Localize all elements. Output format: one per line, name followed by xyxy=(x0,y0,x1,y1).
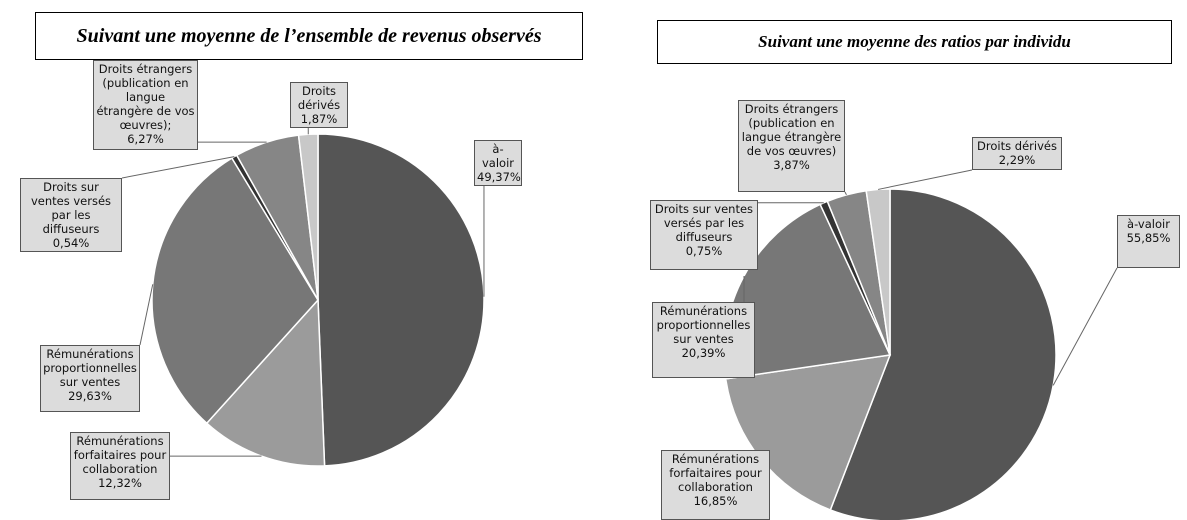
data-label: Rémunérations proportionnelles sur vente… xyxy=(40,345,140,412)
leader-line xyxy=(139,284,154,346)
value-label: 1,87% xyxy=(300,112,338,126)
value-label: 49,37% xyxy=(477,170,521,184)
data-label: Rémunérations proportionnelles sur vente… xyxy=(652,302,755,378)
category-label: Droits dérivés xyxy=(977,139,1057,153)
pie-slice xyxy=(317,133,485,467)
pie-slice xyxy=(297,133,319,301)
value-label: 29,63% xyxy=(68,389,112,403)
data-label: Droits étrangers (publication en langue … xyxy=(93,60,198,150)
value-label: 55,85% xyxy=(1126,231,1171,245)
data-label: Rémunérations forfaitaires pour collabor… xyxy=(661,450,770,520)
category-label: Rémunérations forfaitaires pour collabor… xyxy=(73,434,167,476)
pie-slice xyxy=(205,298,326,467)
pie-slice xyxy=(865,188,891,356)
category-label: à-valoir xyxy=(1127,217,1170,231)
category-label: Droits dérivés xyxy=(297,84,341,112)
leader-line xyxy=(877,169,973,190)
data-label: Droits dérivés 2,29% xyxy=(972,137,1062,170)
category-label: Rémunérations forfaitaires pour collabor… xyxy=(669,452,762,494)
data-label: Droits sur ventes versés par les diffuse… xyxy=(20,178,122,252)
leader-line xyxy=(121,156,235,179)
category-label: Droits sur ventes versés par les diffuse… xyxy=(30,180,112,236)
data-label: à-valoir 49,37% xyxy=(474,140,522,186)
category-label: Droits sur ventes versés par les diffuse… xyxy=(654,202,754,244)
leader-line xyxy=(1052,267,1118,386)
category-label: Droits étrangers (publication en langue … xyxy=(741,102,842,158)
value-label: 0,75% xyxy=(685,244,723,258)
value-label: 0,54% xyxy=(52,236,90,250)
data-label: Droits étrangers (publication en langue … xyxy=(738,100,845,192)
value-label: 20,39% xyxy=(681,346,726,360)
data-label: Droits dérivés 1,87% xyxy=(290,82,348,128)
pie-slice xyxy=(151,157,319,425)
data-label: à-valoir 55,85% xyxy=(1117,215,1180,268)
chart-title: Suivant une moyenne de l’ensemble de rev… xyxy=(35,12,583,60)
value-label: 16,85% xyxy=(693,494,738,508)
value-label: 3,87% xyxy=(773,158,810,172)
category-label: Rémunérations proportionnelles sur vente… xyxy=(656,304,751,346)
leader-line xyxy=(844,191,847,196)
data-label: Rémunérations forfaitaires pour collabor… xyxy=(70,432,170,500)
data-label: Droits sur ventes versés par les diffuse… xyxy=(650,200,758,270)
category-label: Rémunérations proportionnelles sur vente… xyxy=(43,347,137,389)
value-label: 2,29% xyxy=(998,153,1036,167)
category-label: Droits étrangers (publication en langue … xyxy=(96,62,195,132)
chart-title: Suivant une moyenne des ratios par indiv… xyxy=(657,20,1172,64)
value-label: 6,27% xyxy=(127,132,164,146)
value-label: 12,32% xyxy=(98,476,142,490)
category-label: à-valoir xyxy=(481,142,514,170)
